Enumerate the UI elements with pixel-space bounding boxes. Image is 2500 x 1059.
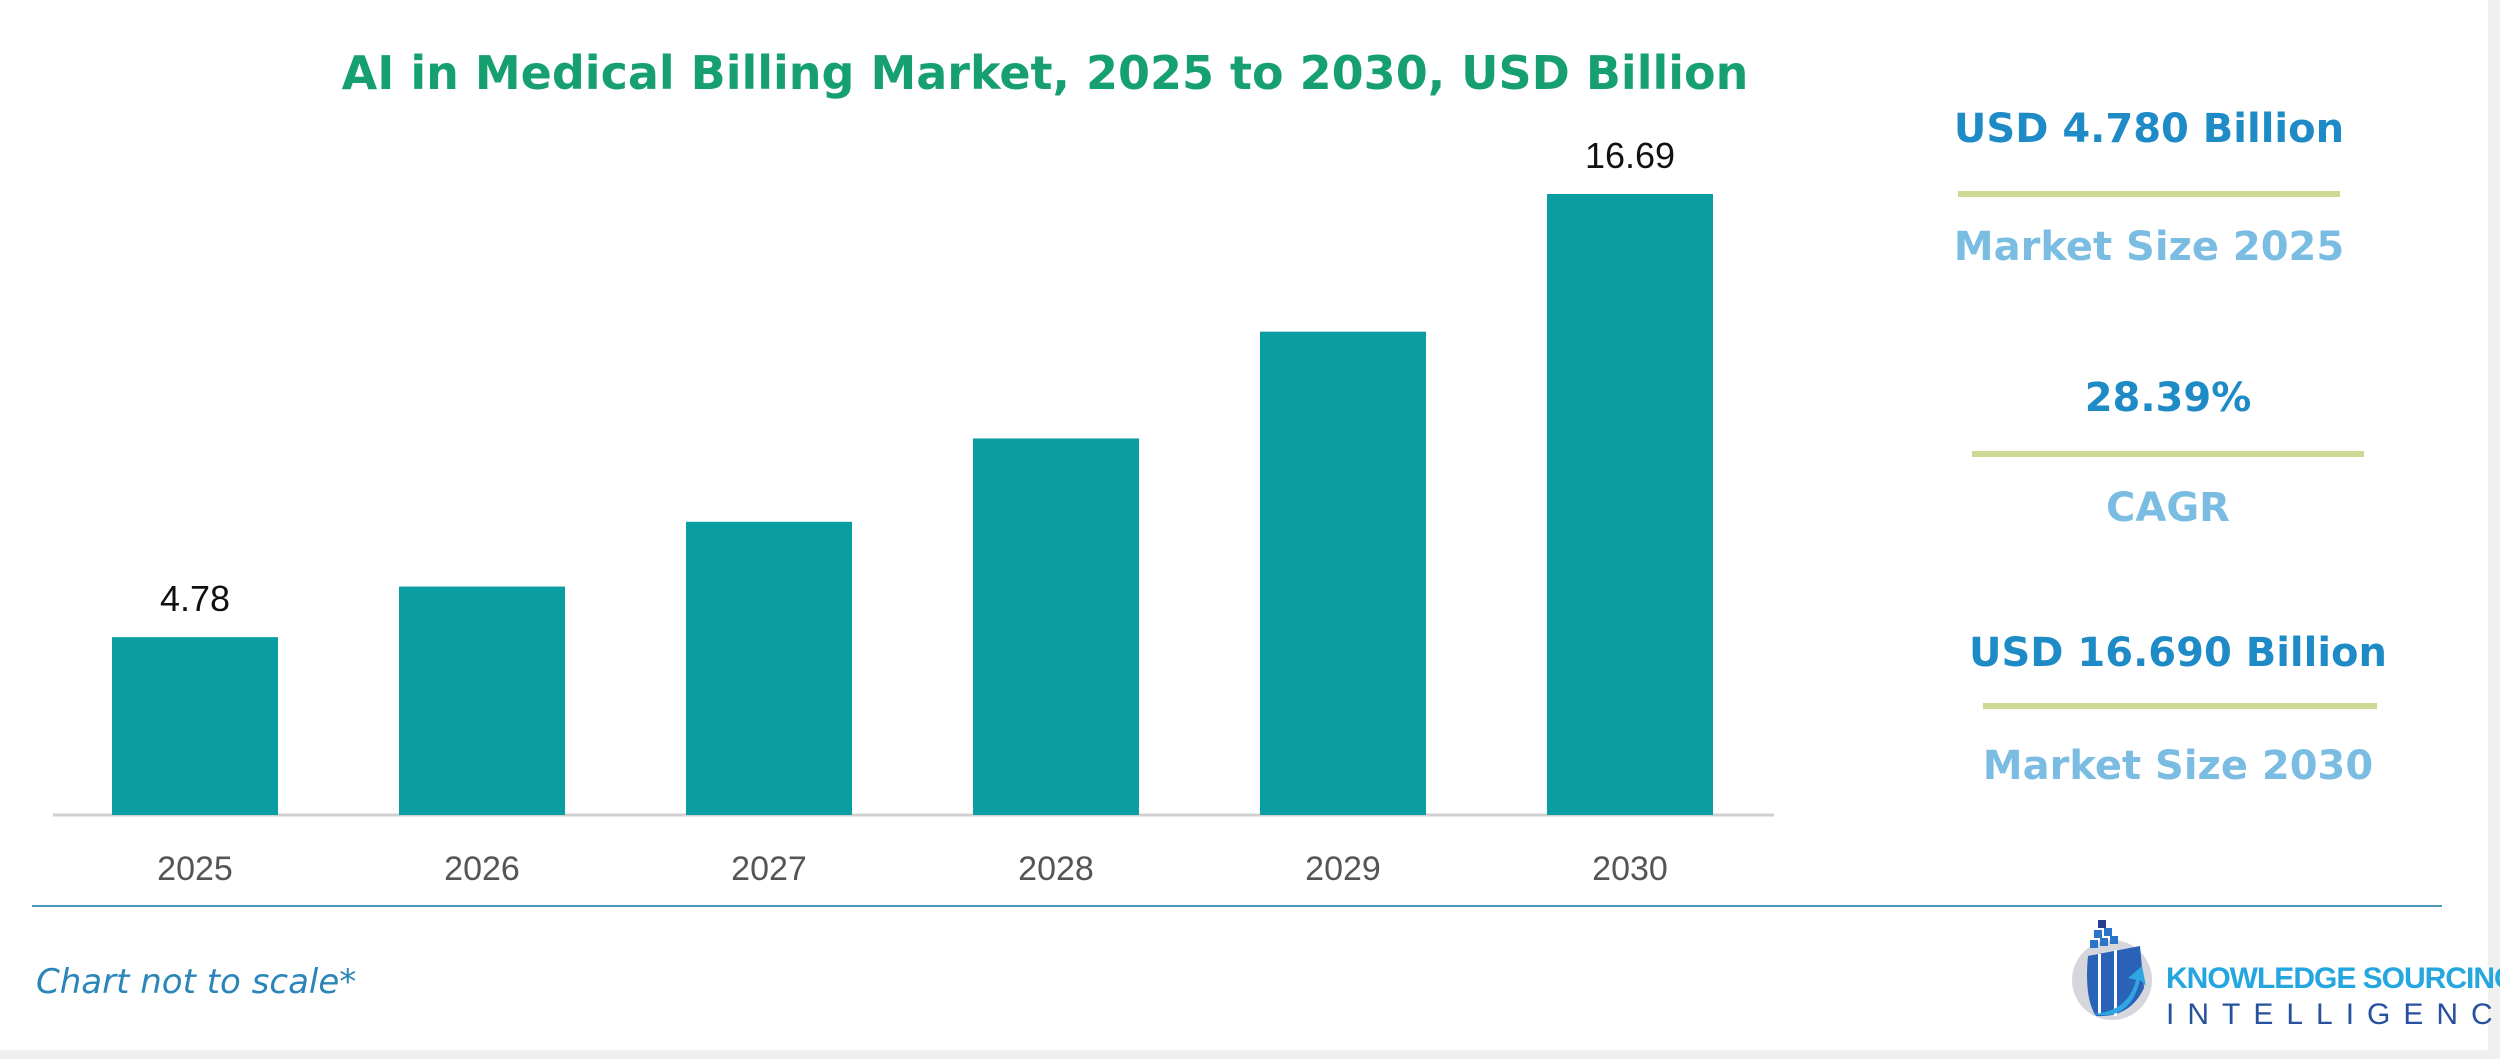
bar-2030: [1547, 194, 1713, 815]
start-value: USD 4.780 Billion: [1953, 106, 2345, 152]
data-label-2030: 16.69: [1585, 135, 1675, 176]
x-tick-label: 2025: [157, 850, 233, 888]
bar-2029: [1260, 331, 1426, 815]
logo-text-line2: INTELLIGENCE: [2166, 998, 2500, 1031]
footnote: Chart not to scale*: [36, 962, 357, 1002]
end-value: USD 16.690 Billion: [1969, 630, 2387, 676]
divider: [1972, 451, 2364, 457]
x-tick-label: 2026: [444, 850, 520, 888]
logo-text-line1: KNOWLEDGE SOURCING: [2166, 962, 2500, 995]
company-logo: KNOWLEDGE SOURCING INTELLIGENCE: [2040, 918, 2500, 1042]
end-label: Market Size 2030: [1982, 743, 2374, 789]
divider: [1983, 703, 2377, 709]
separator-line: [32, 905, 2442, 907]
logo-icon: [2072, 920, 2152, 1020]
divider: [1958, 191, 2340, 197]
x-tick-label: 2027: [731, 850, 807, 888]
x-tick-label: 2028: [1018, 850, 1094, 888]
x-tick-label: 2029: [1305, 850, 1381, 888]
bar-2027: [686, 521, 852, 815]
bar-chart: 2025 4.78 2026 2027 2028 2029 2030 16.69: [53, 135, 1774, 888]
bar-2025: [112, 637, 278, 815]
start-label: Market Size 2025: [1953, 224, 2345, 270]
cagr-value: 28.39%: [2084, 375, 2252, 421]
cagr-label: CAGR: [2106, 485, 2230, 531]
bar-2026: [399, 586, 565, 815]
x-tick-label: 2030: [1592, 850, 1668, 888]
data-label-2025: 4.78: [160, 578, 230, 619]
chart-title: AI in Medical Billing Market, 2025 to 20…: [341, 46, 1749, 100]
bar-2028: [973, 438, 1139, 815]
